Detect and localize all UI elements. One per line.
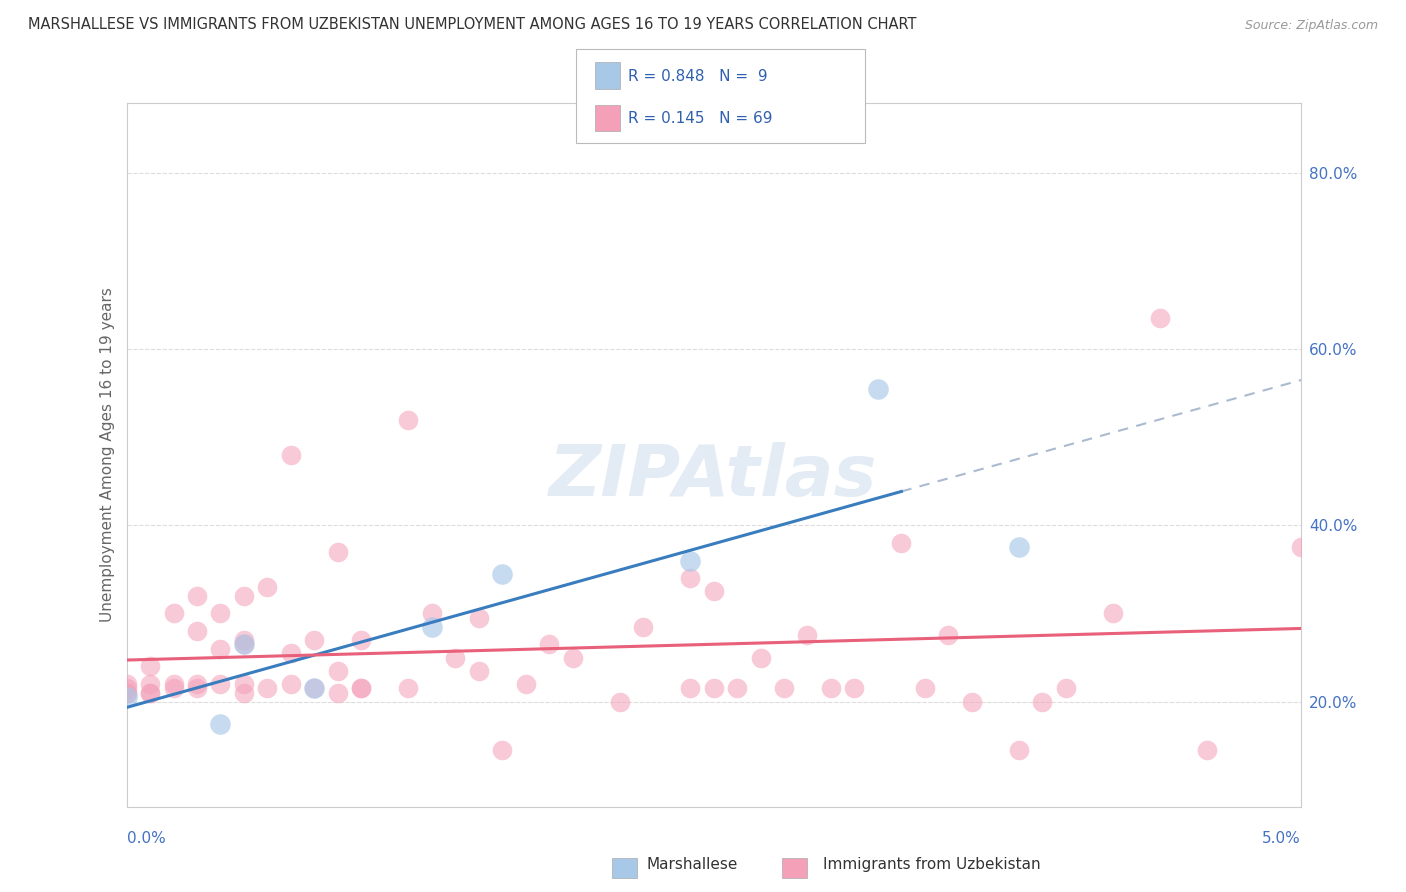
Point [280,677,302,691]
Text: ZIPAtlas: ZIPAtlas [550,442,877,510]
Point [444,650,467,665]
Point [1008,541,1031,555]
Point [866,382,889,396]
Point [233,637,256,651]
Point [186,677,208,691]
Point [467,664,489,678]
Text: R = 0.145   N = 69: R = 0.145 N = 69 [628,112,773,127]
Text: Source: ZipAtlas.com: Source: ZipAtlas.com [1244,19,1378,31]
Point [396,412,419,427]
Point [538,637,561,651]
Point [115,686,138,700]
Point [420,620,443,634]
Point [233,677,256,691]
Point [491,566,513,581]
Point [350,681,373,696]
Point [844,681,866,696]
Text: MARSHALLESE VS IMMIGRANTS FROM UZBEKISTAN UNEMPLOYMENT AMONG AGES 16 TO 19 YEARS: MARSHALLESE VS IMMIGRANTS FROM UZBEKISTA… [28,17,917,31]
Point [515,677,537,691]
Point [280,646,302,660]
Point [467,611,489,625]
Point [749,650,772,665]
Point [420,607,443,621]
Point [350,681,373,696]
Point [796,628,818,642]
Point [186,624,208,639]
Point [233,637,256,651]
Text: Immigrants from Uzbekistan: Immigrants from Uzbekistan [823,857,1040,871]
Point [679,571,702,585]
Point [1101,607,1123,621]
Point [304,681,326,696]
Point [725,681,748,696]
Point [304,681,326,696]
Point [914,681,936,696]
Point [1289,541,1312,555]
Point [256,681,278,696]
Text: R = 0.848   N =  9: R = 0.848 N = 9 [628,69,768,84]
Point [1008,743,1031,757]
Point [1195,743,1218,757]
Point [115,681,138,696]
Point [326,545,349,559]
Point [820,681,842,696]
Point [233,632,256,647]
Point [304,632,326,647]
Y-axis label: Unemployment Among Ages 16 to 19 years: Unemployment Among Ages 16 to 19 years [100,287,115,623]
Point [233,686,256,700]
Point [186,589,208,603]
Point [702,584,725,599]
Point [326,686,349,700]
Point [1149,311,1171,326]
Text: Marshallese: Marshallese [647,857,738,871]
Point [162,681,184,696]
Point [209,677,232,691]
Point [162,607,184,621]
Point [350,632,373,647]
Point [209,641,232,656]
Point [209,716,232,731]
Point [209,607,232,621]
Text: 5.0%: 5.0% [1261,831,1301,846]
Point [326,664,349,678]
Point [960,694,983,708]
Point [679,681,702,696]
Point [1031,694,1053,708]
Point [679,553,702,568]
Point [631,620,654,634]
Point [702,681,725,696]
Point [938,628,960,642]
Point [139,659,162,673]
Point [115,686,138,700]
Point [186,681,208,696]
Point [1054,681,1077,696]
Point [139,686,162,700]
Point [115,690,138,705]
Point [561,650,583,665]
Point [280,448,302,462]
Text: 0.0%: 0.0% [127,831,166,846]
Point [162,677,184,691]
Point [609,694,631,708]
Point [115,677,138,691]
Point [890,536,912,550]
Point [139,686,162,700]
Point [233,589,256,603]
Point [139,677,162,691]
Point [773,681,796,696]
Point [491,743,513,757]
Point [256,580,278,594]
Point [396,681,419,696]
